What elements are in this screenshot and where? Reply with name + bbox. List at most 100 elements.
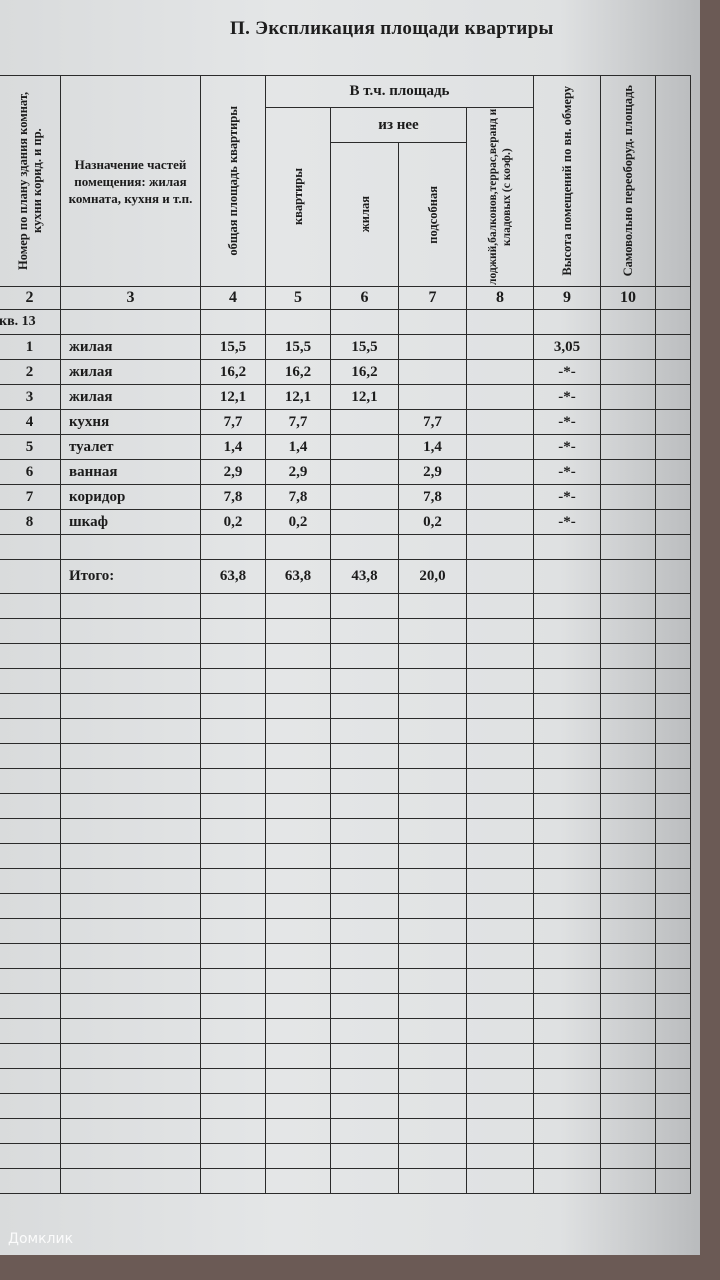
- cell-apt: 7,7: [265, 409, 331, 435]
- table-row: 5 туалет 1,4 1,4 1,4 -*-: [0, 434, 691, 460]
- total-living: 43,8: [330, 559, 399, 594]
- cell-living: [330, 459, 399, 485]
- column-number: 8: [466, 286, 534, 310]
- header-subgroup: из нее: [330, 107, 467, 143]
- column-number: 5: [265, 286, 331, 310]
- cell-apt: 16,2: [265, 359, 331, 385]
- cell-no: 4: [0, 409, 61, 435]
- cell-loggia: [466, 334, 534, 360]
- cell-aux: 7,8: [398, 484, 467, 510]
- header-col5: квартиры: [291, 168, 305, 226]
- cell-total: 16,2: [200, 359, 266, 385]
- header-group: В т.ч. площадь: [265, 75, 534, 108]
- cell-name: жилая: [60, 359, 201, 385]
- cell-loggia: [466, 359, 534, 385]
- header-col3: Назначение частей помещения: жилая комна…: [60, 75, 201, 287]
- table-row: 6 ванная 2,9 2,9 2,9 -*-: [0, 459, 691, 485]
- table-row: 8 шкаф 0,2 0,2 0,2 -*-: [0, 509, 691, 535]
- cell-apt: 12,1: [265, 384, 331, 410]
- total-label: Итого:: [60, 559, 201, 594]
- cell-no: 7: [0, 484, 61, 510]
- table-row: 1 жилая 15,5 15,5 15,5 3,05: [0, 334, 691, 360]
- header-col10: Самовольно переоборуд. площадь: [621, 85, 635, 277]
- cell-living: [330, 484, 399, 510]
- cell-name: туалет: [60, 434, 201, 460]
- cell-apt: 0,2: [265, 509, 331, 535]
- cell-loggia: [466, 509, 534, 535]
- cell-height: -*-: [533, 484, 601, 510]
- cell-height: -*-: [533, 359, 601, 385]
- cell-height: 3,05: [533, 334, 601, 360]
- cell-apt: 15,5: [265, 334, 331, 360]
- header-col4: общая площадь квартиры: [226, 106, 240, 256]
- cell-no: 2: [0, 359, 61, 385]
- cell-total: 0,2: [200, 509, 266, 535]
- apartment-label: кв. 13: [0, 309, 61, 335]
- cell-no: 8: [0, 509, 61, 535]
- table-row: 2 жилая 16,2 16,2 16,2 -*-: [0, 359, 691, 385]
- header-col6: жилая: [357, 196, 372, 233]
- area-explication-table: Номер по плану здания комнат, кухни кори…: [0, 75, 691, 1194]
- cell-aux: 2,9: [398, 459, 467, 485]
- cell-loggia: [466, 409, 534, 435]
- cell-name: ванная: [60, 459, 201, 485]
- cell-name: коридор: [60, 484, 201, 510]
- cell-name: жилая: [60, 384, 201, 410]
- cell-name: шкаф: [60, 509, 201, 535]
- cell-aux: [398, 384, 467, 410]
- column-number: 9: [533, 286, 601, 310]
- cell-height: -*-: [533, 384, 601, 410]
- column-number: 2: [0, 286, 61, 310]
- cell-no: 5: [0, 434, 61, 460]
- cell-total: 15,5: [200, 334, 266, 360]
- cell-living: [330, 509, 399, 535]
- cell-height: -*-: [533, 409, 601, 435]
- cell-living: 15,5: [330, 334, 399, 360]
- header-col2: Номер по плану здания комнат, кухни кори…: [15, 91, 44, 271]
- cell-living: 12,1: [330, 384, 399, 410]
- cell-height: -*-: [533, 434, 601, 460]
- cell-name: кухня: [60, 409, 201, 435]
- document-page: П. Экспликация площади квартиры Номер по…: [0, 0, 700, 1255]
- total-apt: 63,8: [265, 559, 331, 594]
- column-number: 4: [200, 286, 266, 310]
- cell-aux: 0,2: [398, 509, 467, 535]
- watermark-logo: Домклик: [8, 1231, 74, 1247]
- cell-height: -*-: [533, 459, 601, 485]
- column-number: 10: [600, 286, 656, 310]
- cell-no: 3: [0, 384, 61, 410]
- cell-living: [330, 434, 399, 460]
- cell-living: [330, 409, 399, 435]
- cell-aux: [398, 359, 467, 385]
- cell-total: 12,1: [200, 384, 266, 410]
- cell-total: 7,8: [200, 484, 266, 510]
- column-number: 6: [330, 286, 399, 310]
- total-row: Итого: 63,8 63,8 43,8 20,0: [0, 559, 691, 594]
- cell-height: -*-: [533, 509, 601, 535]
- cell-loggia: [466, 484, 534, 510]
- table-row: 7 коридор 7,8 7,8 7,8 -*-: [0, 484, 691, 510]
- cell-no: 6: [0, 459, 61, 485]
- cell-aux: [398, 334, 467, 360]
- column-number: 3: [60, 286, 201, 310]
- cell-living: 16,2: [330, 359, 399, 385]
- cell-total: 2,9: [200, 459, 266, 485]
- total-aux: 20,0: [398, 559, 467, 594]
- cell-total: 1,4: [200, 434, 266, 460]
- document-title: П. Экспликация площади квартиры: [230, 18, 554, 39]
- cell-aux: 7,7: [398, 409, 467, 435]
- cell-loggia: [466, 459, 534, 485]
- column-number: 7: [398, 286, 467, 310]
- total-total: 63,8: [200, 559, 266, 594]
- cell-loggia: [466, 384, 534, 410]
- table-row: 3 жилая 12,1 12,1 12,1 -*-: [0, 384, 691, 410]
- header-col7: подсобная: [425, 185, 440, 244]
- cell-total: 7,7: [200, 409, 266, 435]
- header-col9: Высота помещений по вн. обмеру: [560, 86, 574, 276]
- table-row: 4 кухня 7,7 7,7 7,7 -*-: [0, 409, 691, 435]
- cell-aux: 1,4: [398, 434, 467, 460]
- header-col8: лоджий,балконов,террас,веранд и кладовых…: [487, 108, 513, 286]
- cell-apt: 2,9: [265, 459, 331, 485]
- cell-apt: 7,8: [265, 484, 331, 510]
- cell-apt: 1,4: [265, 434, 331, 460]
